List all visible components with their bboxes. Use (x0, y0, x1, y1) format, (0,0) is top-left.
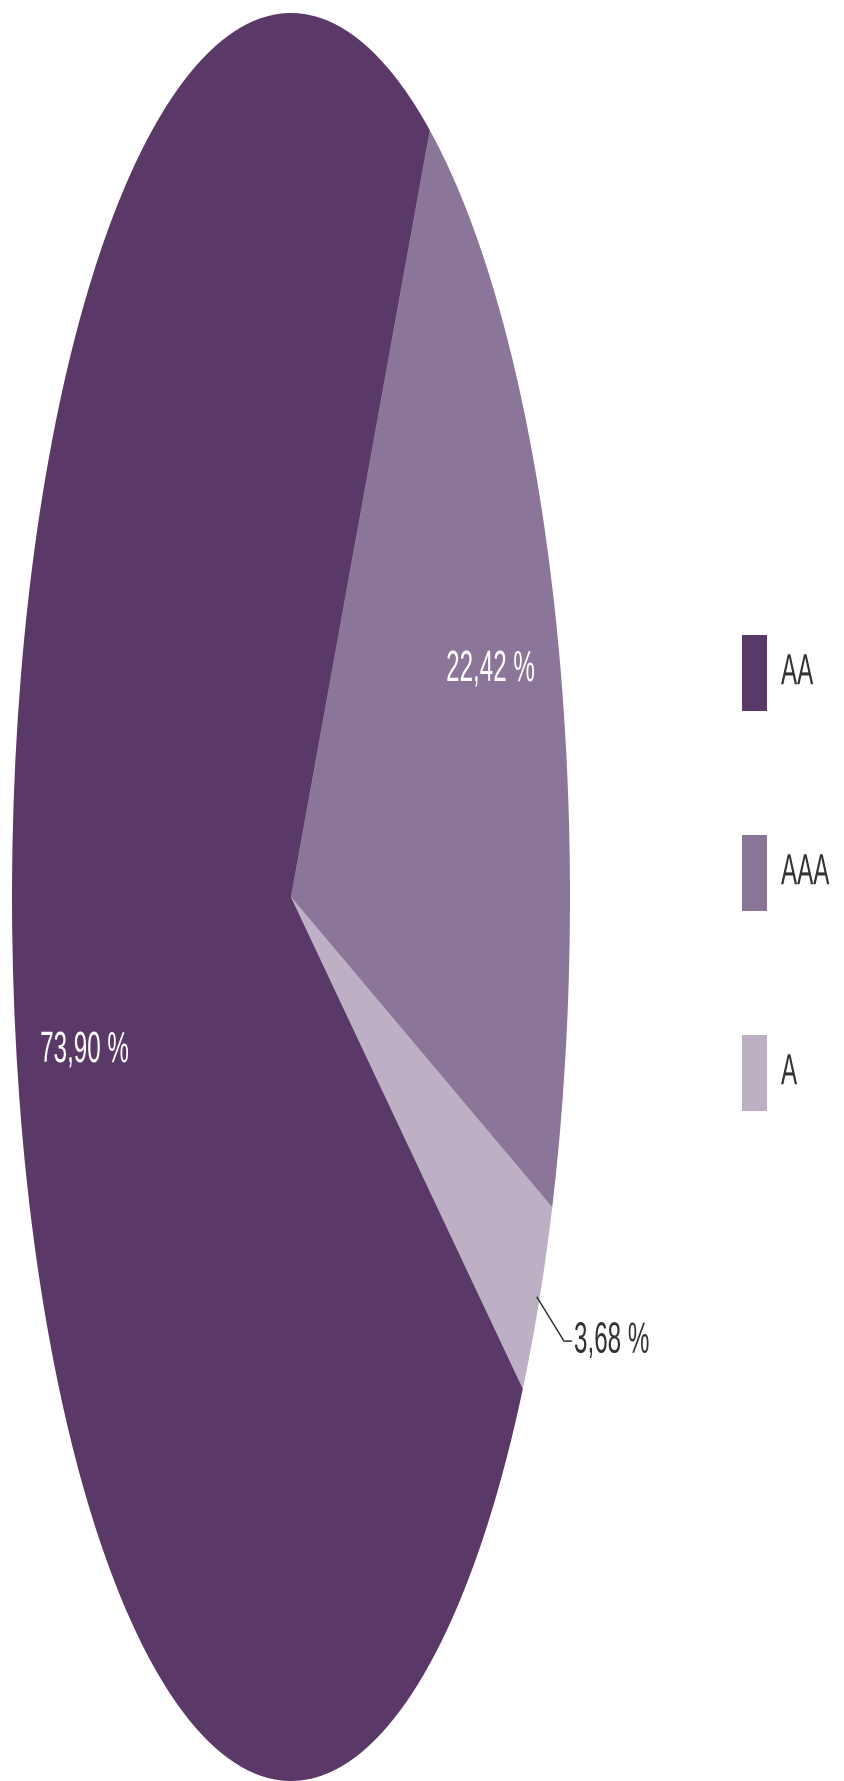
leader-line (536, 1296, 573, 1342)
slice-label: 22,42 % (446, 641, 535, 691)
legend-label: AAA (781, 845, 830, 895)
slice-label: 3,68 % (574, 1313, 649, 1363)
legend-swatch (742, 635, 767, 711)
slice-label: 73,90 % (40, 1022, 129, 1072)
pie-slice (291, 897, 553, 1389)
legend-swatch (742, 835, 767, 911)
legend-label: A (781, 1045, 797, 1095)
legend-label: AA (781, 645, 813, 695)
pie-slice (11, 12, 523, 1781)
legend-swatch (742, 1035, 767, 1111)
pie-slice (291, 130, 570, 1208)
